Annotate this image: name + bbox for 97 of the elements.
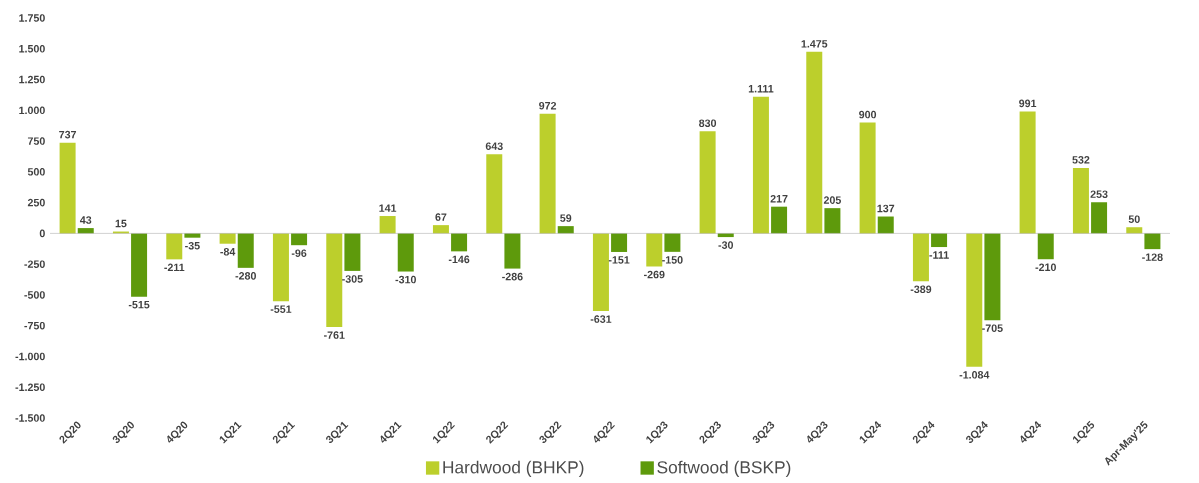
bar: [752, 96, 769, 234]
bar: [557, 226, 574, 234]
bar: [912, 233, 929, 282]
bar: [646, 233, 663, 267]
bar: [824, 208, 841, 234]
data-label: 830: [699, 119, 717, 127]
bar: [539, 113, 556, 234]
bar: [272, 233, 289, 302]
bar: [592, 233, 609, 312]
data-label: -389: [910, 285, 932, 294]
data-label: 137: [877, 204, 895, 213]
bar: [1037, 233, 1054, 260]
bar: [237, 233, 254, 268]
data-label: 643: [485, 142, 503, 150]
data-label: 67: [435, 213, 447, 221]
y-tick-label: 750: [27, 137, 45, 145]
data-label: -210: [1035, 263, 1056, 272]
data-label: -551: [270, 305, 292, 313]
y-tick-label: 1.250: [19, 75, 45, 84]
bar: [504, 233, 521, 269]
data-label: 737: [59, 130, 77, 139]
bar: [326, 233, 343, 328]
data-label: 205: [823, 196, 841, 204]
bar: [859, 122, 876, 234]
bar: [664, 233, 681, 252]
y-tick-label: -1.000: [15, 352, 45, 361]
bar: [1126, 227, 1143, 234]
bar: [771, 206, 788, 234]
bar: [1144, 233, 1161, 250]
data-label: 532: [1072, 156, 1090, 164]
bar: [1091, 202, 1108, 234]
data-label: -286: [502, 272, 523, 281]
bar: [984, 233, 1001, 321]
bar: [966, 233, 983, 367]
data-label: 50: [1128, 215, 1140, 223]
data-label: -211: [164, 263, 185, 272]
bar: [344, 233, 361, 271]
bar: [1019, 111, 1036, 234]
data-label: -151: [608, 256, 630, 264]
data-label: -280: [235, 272, 256, 280]
y-tick-label: 1.500: [19, 45, 45, 53]
bar: [931, 233, 948, 248]
data-label: 991: [1019, 99, 1037, 108]
data-label: 972: [539, 101, 557, 110]
data-label: 141: [379, 204, 397, 212]
bar: [486, 154, 503, 234]
y-tick-label: 250: [27, 198, 45, 207]
bar: [397, 233, 414, 272]
data-label: -305: [342, 275, 363, 283]
data-label: -146: [448, 255, 470, 264]
y-tick-label: 1.000: [19, 106, 45, 115]
data-label: 59: [560, 214, 572, 222]
y-tick-label: 500: [27, 168, 45, 176]
bar: [166, 233, 183, 260]
y-tick-label: 1.750: [19, 14, 45, 22]
data-label: -111: [929, 251, 949, 259]
data-label: 900: [859, 110, 877, 119]
legend-label: Softwood (BSKP): [657, 460, 791, 477]
bar: [291, 233, 308, 246]
data-label: -761: [324, 331, 345, 339]
data-label: -128: [1142, 253, 1163, 261]
data-label: -515: [128, 301, 150, 309]
y-tick-label: -500: [24, 291, 45, 299]
data-label: -705: [982, 324, 1003, 332]
data-label: -1.084: [959, 371, 990, 379]
data-label: -269: [644, 270, 665, 279]
y-tick-label: -1.250: [15, 383, 45, 392]
y-tick-label: 0: [39, 229, 45, 238]
y-tick-label: -250: [24, 260, 45, 268]
legend-label: Hardwood (BHKP): [443, 460, 584, 477]
bar: [451, 233, 468, 252]
data-label: 1.475: [801, 40, 828, 48]
bar: [432, 225, 449, 234]
bar: [1072, 167, 1089, 234]
bar: [877, 216, 894, 234]
data-label: 1.111: [748, 85, 774, 93]
bar: [59, 142, 76, 234]
data-label: -631: [590, 315, 612, 323]
bar: [219, 233, 236, 244]
bar: [611, 233, 628, 252]
data-label: -84: [220, 247, 236, 256]
data-label: -96: [291, 249, 307, 258]
data-label: -150: [662, 256, 683, 264]
data-label: 43: [79, 216, 92, 224]
data-label: -310: [395, 275, 416, 284]
bar: [379, 216, 396, 234]
bar: [806, 51, 823, 234]
y-tick-label: -750: [24, 321, 45, 330]
data-label: 253: [1090, 190, 1108, 198]
data-label: 217: [770, 194, 788, 203]
data-label: 15: [115, 219, 127, 228]
bar: [131, 233, 148, 297]
bar: [77, 228, 94, 234]
bar: [699, 131, 716, 234]
data-label: -35: [185, 241, 200, 250]
data-label: -30: [718, 241, 734, 249]
y-tick-label: -1.500: [15, 414, 45, 422]
